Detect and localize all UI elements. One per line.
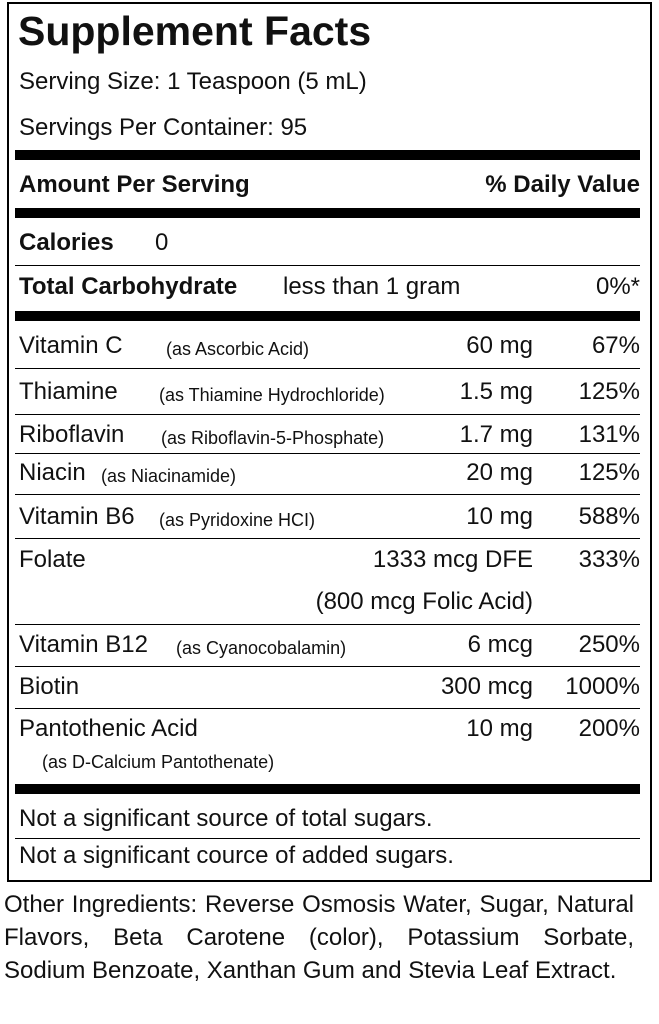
title: Supplement Facts (18, 8, 372, 54)
rule (15, 453, 640, 454)
nutrient-source: (as Pyridoxine HCI) (159, 510, 316, 530)
nutrient-daily-value: 1000% (565, 673, 640, 700)
nutrient-source: (as Cyanocobalamin) (176, 638, 347, 658)
nutrient-name: Biotin (19, 673, 80, 700)
nutrient-name: Pantothenic Acid (19, 715, 198, 742)
nutrient-amount: 20 mg (466, 459, 533, 486)
nutrient-source: (as Ascorbic Acid) (166, 339, 310, 359)
nutrient-daily-value: 250% (578, 631, 640, 658)
rule (15, 494, 640, 495)
rule (15, 368, 640, 369)
nutrient-amount: 10 mg (466, 715, 533, 742)
nutrient-daily-value: 333% (578, 546, 640, 573)
header-amount: Amount Per Serving (19, 171, 250, 198)
label-box (7, 2, 652, 882)
nutrient-daily-value: 125% (578, 378, 640, 405)
nutrient-amount: 1333 mcg DFE (372, 546, 533, 573)
serving-size: Serving Size: 1 Teaspoon (5 mL) (19, 68, 367, 95)
carb-amount: less than 1 gram (283, 273, 461, 300)
nutrient-amount-note: (800 mcg Folic Acid) (315, 588, 533, 615)
rule (15, 150, 640, 160)
carb-label: Total Carbohydrate (19, 273, 238, 300)
rule (15, 538, 640, 539)
rule (15, 784, 640, 794)
rule (15, 666, 640, 667)
rule (15, 414, 640, 415)
rule (15, 208, 640, 218)
other-ingredients: Other Ingredients: Reverse Osmosis Water… (4, 891, 634, 984)
nutrient-name: Riboflavin (19, 421, 125, 448)
servings-per-container: Servings Per Container: 95 (19, 114, 308, 141)
nutrient-source: (as Thiamine Hydrochloride) (159, 385, 385, 405)
calories-label: Calories (19, 229, 114, 256)
nutrient-source: (as D-Calcium Pantothenate) (42, 752, 275, 772)
nutrient-daily-value: 200% (578, 715, 640, 742)
nutrient-daily-value: 131% (578, 421, 640, 448)
rule (15, 624, 640, 625)
nutrient-amount: 1.5 mg (459, 378, 533, 405)
footnote: Not a significant cource of added sugars… (19, 842, 454, 869)
rule (15, 838, 640, 839)
nutrient-daily-value: 125% (578, 459, 640, 486)
nutrient-amount: 1.7 mg (459, 421, 533, 448)
nutrient-name: Vitamin C (19, 332, 123, 359)
nutrient-amount: 300 mcg (440, 673, 533, 700)
rule (15, 708, 640, 709)
nutrient-name: Folate (19, 546, 86, 573)
nutrient-name: Vitamin B6 (19, 503, 135, 530)
nutrient-amount: 6 mcg (467, 631, 533, 658)
nutrient-name: Thiamine (19, 378, 118, 405)
carb-daily-value: 0%* (595, 273, 640, 300)
nutrient-amount: 10 mg (466, 503, 533, 530)
calories-value: 0 (155, 229, 169, 256)
nutrient-daily-value: 588% (578, 503, 640, 530)
nutrient-name: Vitamin B12 (19, 631, 148, 658)
nutrient-source: (as Riboflavin-5-Phosphate) (161, 428, 385, 448)
nutrient-daily-value: 67% (591, 332, 640, 359)
rule (15, 265, 640, 266)
rule (15, 311, 640, 321)
nutrient-name: Niacin (19, 459, 86, 486)
header-daily-value: % Daily Value (485, 171, 640, 198)
footnote: Not a significant source of total sugars… (19, 805, 433, 832)
nutrient-source: (as Niacinamide) (101, 466, 237, 486)
nutrient-amount: 60 mg (466, 332, 533, 359)
